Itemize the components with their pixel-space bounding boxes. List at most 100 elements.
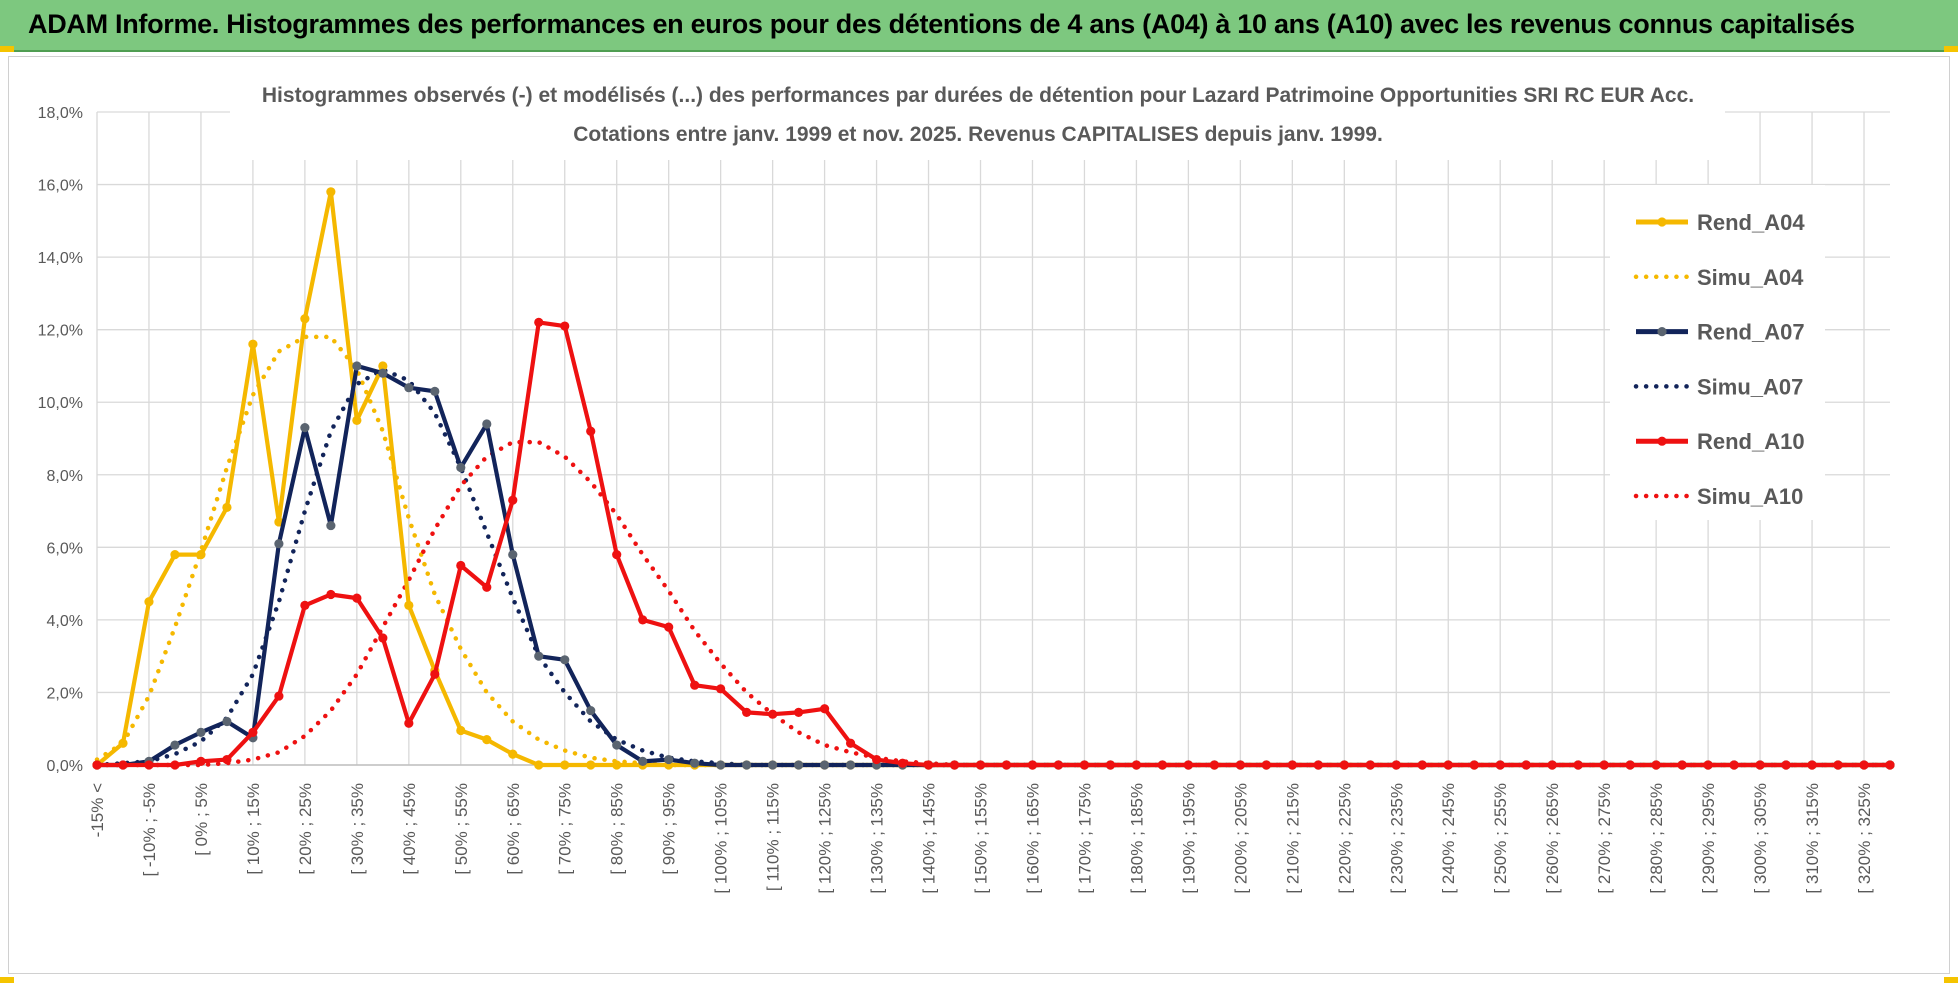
x-tick-label: [ 140% ; 145% xyxy=(920,783,939,894)
data-point xyxy=(1521,760,1531,770)
data-point xyxy=(1729,760,1739,770)
data-point xyxy=(949,760,960,770)
data-point xyxy=(170,740,180,750)
data-point xyxy=(378,368,388,378)
data-point xyxy=(1183,760,1193,770)
x-tick-label: [ 70% ; 75% xyxy=(556,783,575,875)
data-point xyxy=(222,754,232,765)
data-point xyxy=(664,622,674,632)
corner-accent xyxy=(0,977,14,983)
x-tick-label: [ 80% ; 85% xyxy=(608,783,627,875)
x-tick-label: [ 0% ; 5% xyxy=(192,783,211,856)
data-point xyxy=(1235,760,1245,770)
gridlines xyxy=(96,111,1890,766)
x-tick-label: [ -10% ; -5% xyxy=(140,783,159,877)
x-tick-label: [ 310% ; 315% xyxy=(1803,783,1822,894)
x-tick-label: [ 320% ; 325% xyxy=(1855,783,1874,894)
x-tick-label: [ 210% ; 215% xyxy=(1283,783,1302,894)
banner: ADAM Informe. Histogrammes des performan… xyxy=(0,0,1958,52)
data-point xyxy=(196,756,206,766)
x-tick-label: [ 230% ; 235% xyxy=(1387,783,1406,894)
data-point xyxy=(1833,760,1843,770)
x-tick-label: [ 280% ; 285% xyxy=(1647,783,1666,894)
y-tick-label: 16,0% xyxy=(38,178,83,195)
chart-frame xyxy=(8,56,1950,974)
data-point xyxy=(923,760,934,770)
data-point xyxy=(690,758,700,768)
x-tick-label: [ 150% ; 155% xyxy=(972,783,991,894)
data-point xyxy=(378,633,388,643)
data-point xyxy=(560,655,570,665)
data-point xyxy=(1469,760,1479,770)
x-tick-label: -15% < xyxy=(88,783,107,837)
legend-label: Rend_A04 xyxy=(1697,210,1805,235)
legend-box xyxy=(1610,185,1825,520)
data-point xyxy=(1573,760,1583,770)
legend-entry-Rend_A07: Rend_A07 xyxy=(1636,320,1805,345)
data-point xyxy=(222,716,232,727)
legend-entry-Simu_A10: Simu_A10 xyxy=(1633,484,1803,509)
data-point xyxy=(1287,760,1297,770)
legend-label: Rend_A10 xyxy=(1697,429,1805,454)
data-point xyxy=(1131,760,1142,770)
data-point xyxy=(1781,760,1791,770)
x-tick-label: [ 270% ; 275% xyxy=(1595,783,1614,894)
data-point xyxy=(404,383,414,393)
x-tick-label: [ 90% ; 95% xyxy=(660,783,679,875)
data-point xyxy=(300,600,310,610)
data-point xyxy=(118,760,128,770)
data-point xyxy=(508,549,518,560)
data-point xyxy=(456,462,466,473)
data-point xyxy=(482,419,492,429)
legend: Rend_A04 Simu_A04 Rend_A07 Simu_A07 Rend_A10… xyxy=(1610,185,1825,520)
data-point xyxy=(404,718,414,728)
data-point xyxy=(534,651,544,661)
series xyxy=(92,187,1895,770)
data-point xyxy=(1885,760,1895,770)
data-point xyxy=(1547,760,1557,770)
data-point xyxy=(456,560,466,571)
data-point xyxy=(534,317,544,328)
legend-entry-Rend_A04: Rend_A04 xyxy=(1636,210,1805,235)
legend-marker xyxy=(1657,436,1667,446)
data-point xyxy=(1209,760,1219,770)
chart-title: Histogrammes observés (-) et modélisés (… xyxy=(262,84,1694,107)
data-point xyxy=(716,684,726,694)
x-tick-label: [ 130% ; 135% xyxy=(868,783,887,894)
data-point xyxy=(196,727,206,737)
data-point xyxy=(638,756,648,766)
data-point xyxy=(768,709,778,719)
data-point xyxy=(612,760,622,770)
corner-accent xyxy=(1944,46,1958,52)
data-point xyxy=(612,740,622,750)
y-tick-label: 18,0% xyxy=(38,105,83,122)
data-point xyxy=(819,704,830,714)
data-point xyxy=(1313,760,1323,770)
data-point xyxy=(1261,760,1271,770)
y-tick-label: 2,0% xyxy=(47,685,83,702)
x-tick-label: [ 40% ; 45% xyxy=(400,783,419,875)
data-point xyxy=(1001,760,1012,770)
data-point xyxy=(352,593,362,603)
data-point xyxy=(1495,760,1505,770)
y-tick-label: 8,0% xyxy=(47,468,83,485)
data-point xyxy=(482,582,492,592)
data-point xyxy=(1339,760,1349,770)
data-point xyxy=(248,727,258,737)
data-point xyxy=(1807,760,1817,770)
data-point xyxy=(456,725,466,736)
x-tick-label: [ 60% ; 65% xyxy=(504,783,523,875)
data-point xyxy=(742,760,752,770)
data-point xyxy=(1157,760,1168,770)
data-point xyxy=(612,549,622,560)
data-point xyxy=(1859,760,1869,770)
x-tick-label: [ 100% ; 105% xyxy=(712,783,731,894)
x-tick-label: [ 170% ; 175% xyxy=(1075,783,1094,894)
data-point xyxy=(1053,760,1064,770)
x-tick-label: [ 240% ; 245% xyxy=(1439,783,1458,894)
data-point xyxy=(170,760,180,770)
legend-entry-Simu_A04: Simu_A04 xyxy=(1633,265,1804,290)
legend-label: Simu_A04 xyxy=(1697,265,1804,290)
data-point xyxy=(222,502,232,513)
